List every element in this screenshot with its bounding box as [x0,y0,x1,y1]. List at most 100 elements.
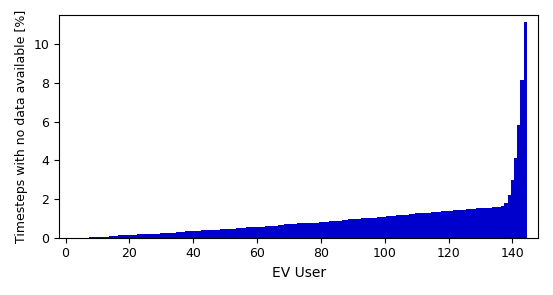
Bar [466,209,469,238]
Bar [428,213,431,238]
Bar [498,206,501,238]
Bar [364,218,367,238]
Bar [511,180,514,238]
Bar [290,224,294,238]
Bar [140,234,144,238]
Bar [396,215,399,238]
Bar [310,223,313,238]
Bar [233,229,236,238]
Bar [479,208,482,238]
Bar [281,225,284,238]
Bar [457,210,460,238]
Bar [246,227,249,238]
Bar [418,213,421,238]
Bar [389,216,393,238]
Bar [453,210,457,238]
Bar [227,229,230,238]
Bar [297,223,300,238]
Bar [441,211,444,238]
Bar [403,215,405,238]
Bar [115,236,118,238]
Bar [377,217,380,238]
Bar [306,223,310,238]
Bar [450,211,453,238]
Bar [354,219,358,238]
Bar [345,219,348,238]
Bar [205,230,207,238]
Bar [421,213,425,238]
Bar [383,217,387,238]
Bar [272,226,275,238]
Bar [124,235,128,238]
Bar [288,224,290,238]
Bar [198,231,201,238]
Bar [434,212,437,238]
Bar [371,218,374,238]
Bar [367,218,371,238]
Bar [252,227,255,238]
Bar [192,231,195,238]
Bar [112,236,115,238]
Bar [387,216,389,238]
Bar [338,221,342,238]
Bar [473,209,476,238]
Bar [326,222,329,238]
Bar [166,233,169,238]
Bar [393,216,396,238]
Bar [284,224,288,238]
Bar [351,219,354,238]
Bar [255,227,259,238]
Bar [501,206,504,238]
Bar [508,195,511,238]
Bar [134,235,137,238]
Bar [230,229,233,238]
Bar [189,231,192,238]
Bar [358,219,361,238]
Bar [185,231,189,238]
Bar [207,230,211,238]
Bar [361,218,364,238]
Bar [275,226,278,238]
Bar [268,226,272,238]
Bar [93,237,96,238]
Bar [405,215,409,238]
Bar [243,228,246,238]
Bar [195,231,198,238]
Bar [153,234,156,238]
Bar [316,222,319,238]
Bar [329,221,332,238]
Bar [214,230,217,238]
Bar [131,235,134,238]
Bar [259,227,262,238]
Bar [176,232,179,238]
Bar [300,223,304,238]
Y-axis label: Timesteps with no data available [%]: Timesteps with no data available [%] [15,10,28,243]
Bar [236,228,239,238]
Bar [179,232,182,238]
Bar [182,232,185,238]
Bar [173,232,176,238]
Bar [476,209,479,238]
Bar [239,228,243,238]
Bar [150,234,153,238]
Bar [128,235,131,238]
Bar [223,229,227,238]
Bar [486,208,488,238]
Bar [488,208,492,238]
Bar [437,212,441,238]
Bar [463,210,466,238]
Bar [201,230,205,238]
Bar [399,215,403,238]
Bar [144,234,147,238]
Bar [425,213,428,238]
Bar [265,226,268,238]
Bar [495,206,498,238]
Bar [409,214,412,238]
Bar [108,237,112,238]
Bar [447,211,450,238]
Bar [514,158,517,238]
Bar [332,221,335,238]
Bar [469,209,473,238]
Bar [163,233,166,238]
Bar [156,234,160,238]
